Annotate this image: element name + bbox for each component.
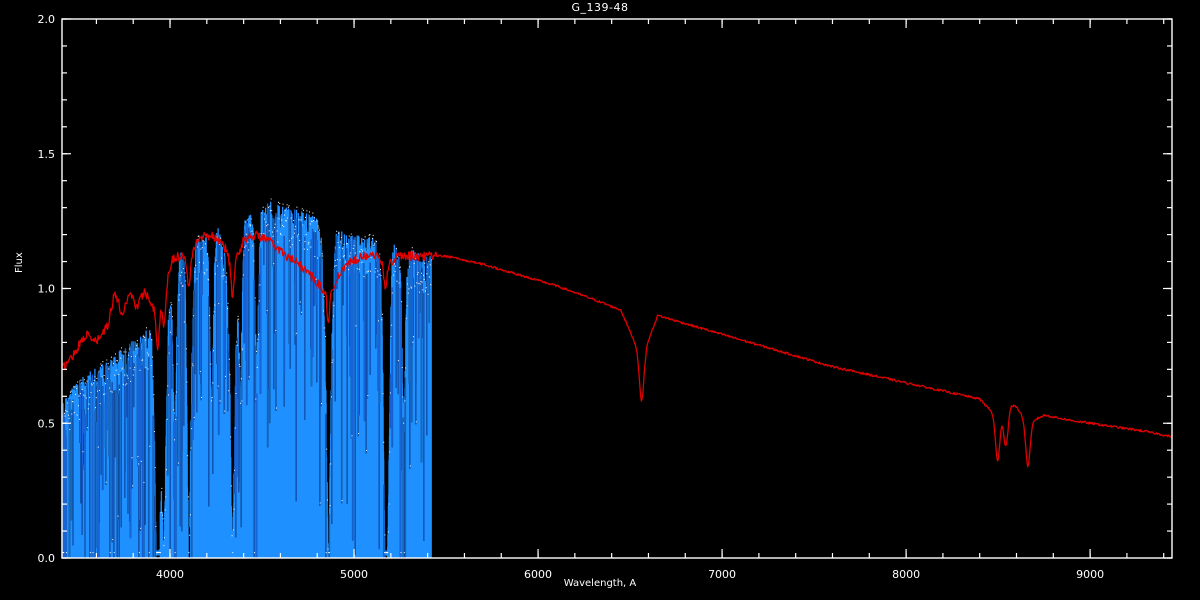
x-tick-label: 8000 [892, 568, 920, 581]
model-fit-trace [61, 230, 1173, 468]
y-tick-label: 1.0 [38, 283, 56, 296]
page-title: G_139-48 [571, 1, 629, 14]
axis-tick-labels: 4000 5000 6000 7000 8000 9000 0.0 0.5 1.0 1.5 2.0 [38, 13, 1105, 581]
x-tick-label: 6000 [524, 568, 552, 581]
x-tick-label: 5000 [340, 568, 368, 581]
y-tick-label: 2.0 [38, 13, 56, 26]
x-axis-label: Wavelength, A [563, 578, 637, 589]
x-tick-label: 4000 [156, 568, 184, 581]
x-tick-label: 9000 [1076, 568, 1104, 581]
x-tick-label: 7000 [708, 568, 736, 581]
y-tick-label: 0.5 [38, 417, 56, 430]
axis-ticks [62, 18, 1172, 559]
y-tick-label: 1.5 [38, 148, 56, 161]
y-tick-label: 0.0 [38, 552, 56, 565]
